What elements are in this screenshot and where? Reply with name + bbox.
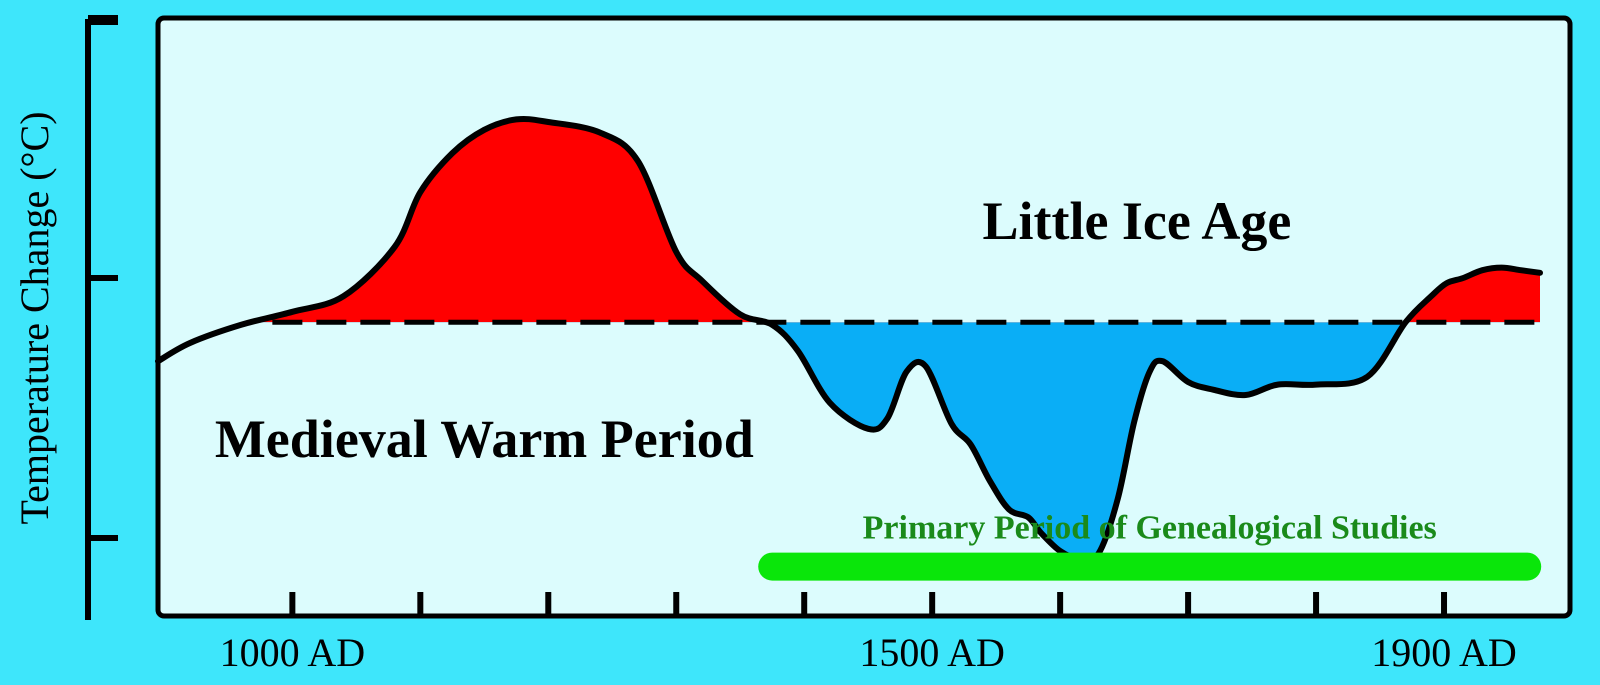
warm-anomaly-fill: [262, 118, 1540, 323]
x-tick-label-9: 1900 AD: [1371, 630, 1517, 675]
x-tick-label-5: 1500 AD: [859, 630, 1005, 675]
little-ice-age-label: Little Ice Age: [982, 191, 1291, 251]
genealogy-period-label: Primary Period of Genealogical Studies: [863, 510, 1437, 547]
x-tick-label-0: 1000 AD: [220, 630, 366, 675]
temperature-curve: [155, 115, 1543, 564]
medieval-warm-period-label: Medieval Warm Period: [215, 409, 754, 469]
y-axis-label: Temperature Change (°C): [12, 111, 57, 524]
cold-anomaly-fill: [766, 322, 1406, 561]
